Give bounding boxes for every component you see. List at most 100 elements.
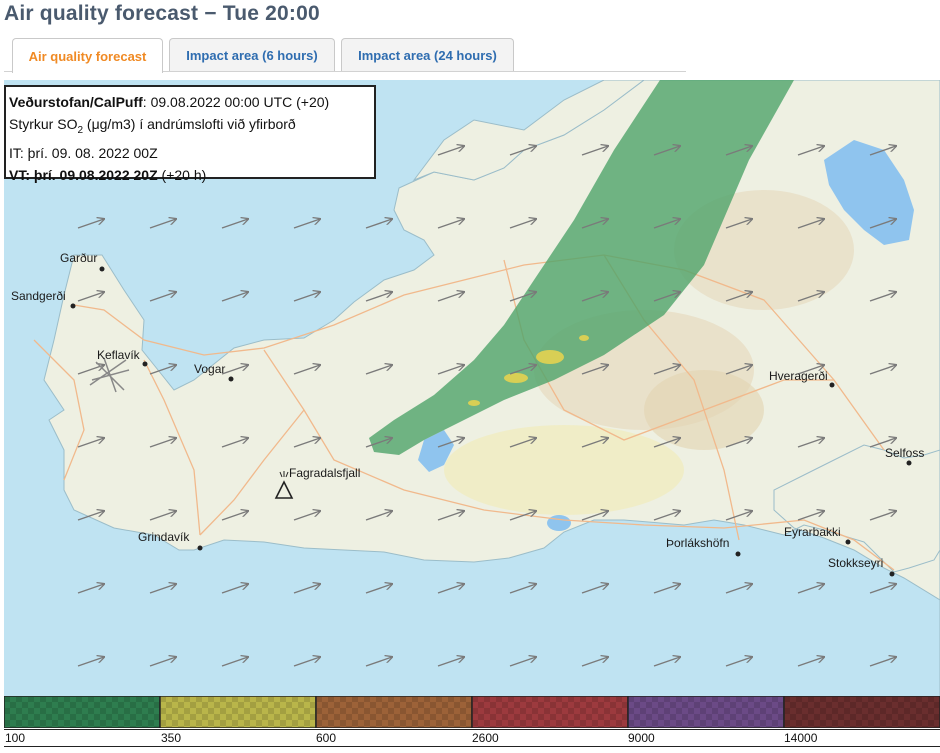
wind-arrow — [869, 438, 896, 448]
wind-arrows — [77, 146, 896, 667]
wind-arrow — [797, 365, 824, 375]
wind-arrow — [797, 511, 824, 521]
place-stokkseyri: Stokkseyri — [828, 556, 884, 570]
wind-arrow — [653, 292, 680, 302]
legend-label-100: 100 — [5, 731, 26, 745]
wind-arrow — [869, 219, 896, 229]
legend-swatch-texture-2 — [317, 697, 471, 727]
wind-arrow — [797, 146, 824, 156]
info-variable-prefix: Styrkur SO — [9, 116, 78, 132]
wind-arrow — [149, 657, 176, 667]
info-lead: (+20 h) — [157, 166, 207, 183]
wind-arrow — [725, 146, 752, 156]
so2-plume-yellow — [579, 335, 589, 341]
wind-arrow — [653, 438, 680, 448]
wind-arrow — [869, 146, 896, 156]
wind-arrow — [437, 292, 464, 302]
wind-arrow — [365, 511, 392, 521]
wind-arrow — [437, 146, 464, 156]
map-canvas — [4, 80, 940, 696]
wind-arrow — [293, 438, 320, 448]
wind-arrow — [581, 584, 608, 594]
wind-arrow — [725, 292, 752, 302]
place-vogar: Vogar — [194, 362, 226, 376]
wind-arrow — [365, 365, 392, 375]
legend-label-9000: 9000 — [628, 731, 655, 745]
wind-arrow — [437, 365, 464, 375]
wind-arrow — [149, 292, 176, 302]
wind-arrow — [437, 219, 464, 229]
wind-arrow — [869, 292, 896, 302]
wind-arrow — [725, 657, 752, 667]
town-markers — [70, 266, 912, 577]
wind-arrow — [77, 438, 104, 448]
wind-arrow — [509, 657, 536, 667]
wind-arrow — [653, 511, 680, 521]
tab-impact-area-6h[interactable]: Impact area (6 hours) — [169, 38, 335, 71]
wind-arrow — [581, 657, 608, 667]
wind-arrow — [365, 584, 392, 594]
legend-label-600: 600 — [316, 731, 337, 745]
wind-arrow — [293, 584, 320, 594]
place-eyrarbakki: Eyrarbakki — [784, 525, 841, 539]
info-source-line: Veðurstofan/CalPuff: 09.08.2022 00:00 UT… — [9, 91, 374, 113]
legend-labels: 100 350 600 2600 9000 14000 — [4, 729, 940, 747]
wind-arrow — [869, 365, 896, 375]
wind-arrow — [509, 438, 536, 448]
place-fagradalsfjall: Fagradalsfjall — [289, 466, 361, 480]
wind-arrow — [509, 365, 536, 375]
wind-arrow — [221, 219, 248, 229]
wind-arrow — [365, 657, 392, 667]
legend-label-2600: 2600 — [472, 731, 499, 745]
wind-arrow — [149, 438, 176, 448]
tab-divider — [4, 71, 686, 72]
wind-arrow — [581, 365, 608, 375]
place-thorlakshofn: Þorlákshöfn — [666, 536, 730, 550]
wind-arrow — [581, 511, 608, 521]
map-view[interactable]: Garður Sandgerði Keflavík Vogar Fagradal… — [4, 80, 940, 696]
wind-arrow — [221, 511, 248, 521]
wind-arrow — [149, 584, 176, 594]
wind-arrow — [221, 657, 248, 667]
so2-plume-yellow — [504, 373, 528, 383]
wind-arrow — [797, 438, 824, 448]
forecast-info-box: Veðurstofan/CalPuff: 09.08.2022 00:00 UT… — [4, 85, 376, 183]
legend-swatch-texture-1 — [161, 697, 315, 727]
wind-arrow — [77, 292, 104, 302]
tab-impact-area-24h[interactable]: Impact area (24 hours) — [341, 38, 514, 71]
wind-arrow — [293, 365, 320, 375]
land-north — [412, 80, 645, 182]
wind-arrow — [797, 219, 824, 229]
legend-label-14000: 14000 — [784, 731, 818, 745]
wind-arrow — [581, 438, 608, 448]
info-valid-time: VT: þrí. 09.08.2022 20Z — [9, 166, 158, 183]
wind-arrow — [653, 146, 680, 156]
wind-arrow — [725, 365, 752, 375]
wind-arrow — [653, 584, 680, 594]
tab-air-quality-forecast[interactable]: Air quality forecast — [12, 38, 163, 73]
place-keflavik: Keflavík — [97, 348, 140, 362]
wind-arrow — [437, 657, 464, 667]
wind-arrow — [653, 219, 680, 229]
wind-arrow — [149, 365, 176, 375]
wind-arrow — [437, 438, 464, 448]
airport-icon — [89, 357, 130, 393]
lake-kleifarvatn — [418, 430, 454, 472]
place-sandgerdi: Sandgerði — [11, 289, 66, 303]
wind-arrow — [725, 438, 752, 448]
wind-arrow — [437, 584, 464, 594]
place-hveragerdi: Hveragerði — [769, 369, 828, 383]
volcano-icon — [274, 471, 294, 499]
so2-plume-yellow — [536, 350, 564, 364]
wind-arrow — [293, 657, 320, 667]
wind-arrow — [365, 219, 392, 229]
wind-arrow — [725, 584, 752, 594]
info-initial-time: IT: þrí. 09. 08. 2022 00Z — [9, 144, 158, 161]
wind-arrow — [869, 511, 896, 521]
lake — [547, 515, 571, 531]
wind-arrow — [653, 365, 680, 375]
wind-arrow — [293, 219, 320, 229]
wind-arrow — [293, 511, 320, 521]
legend-swatch-texture-0 — [5, 697, 159, 727]
wind-arrow — [581, 219, 608, 229]
